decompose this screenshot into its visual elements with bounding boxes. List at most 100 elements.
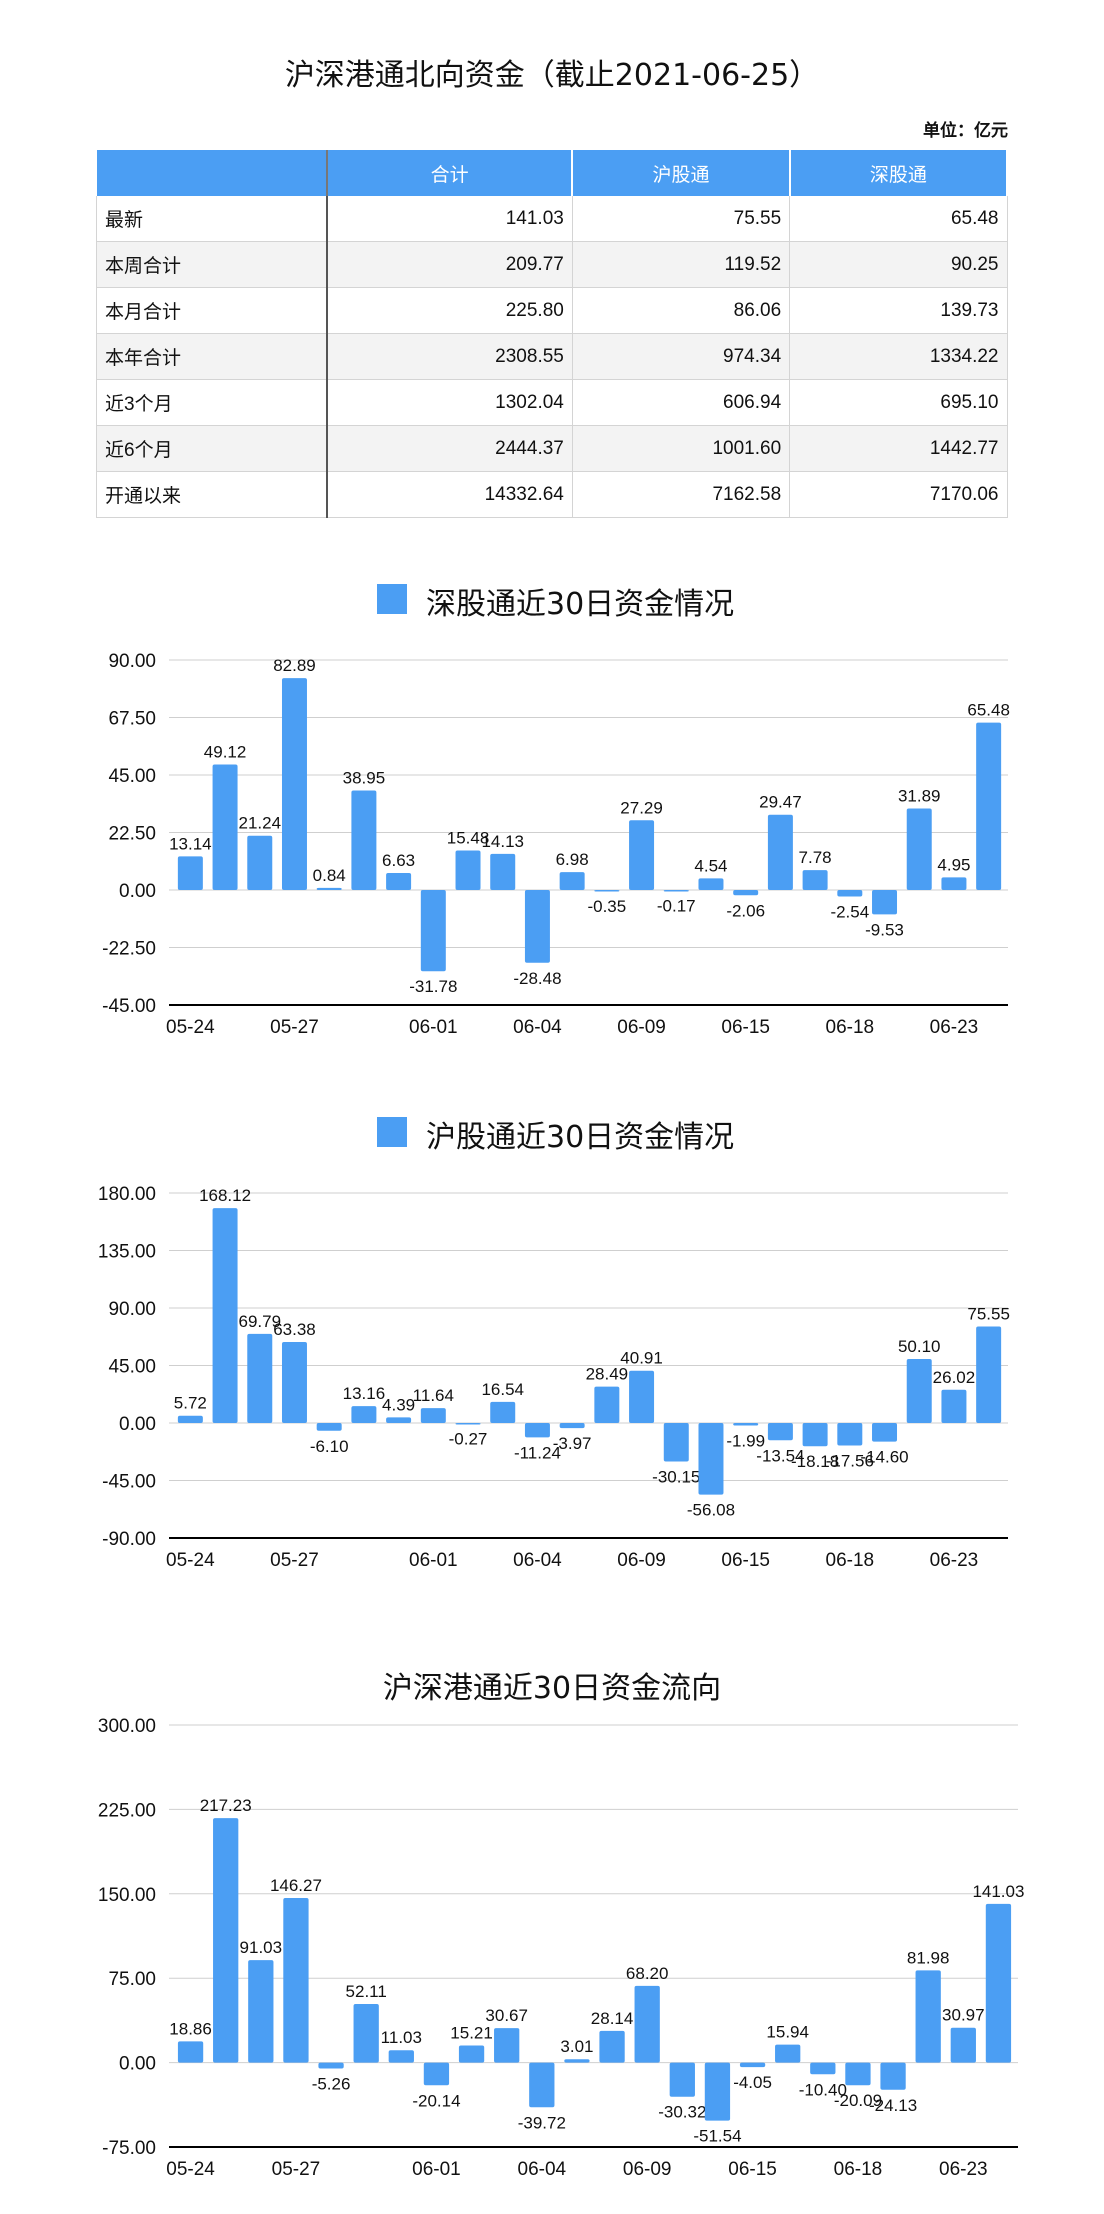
x-tick-label: 05-27 xyxy=(272,2159,321,2180)
data-label: -4.05 xyxy=(733,2073,772,2092)
bar xyxy=(559,1423,585,1429)
data-label: 141.03 xyxy=(972,1882,1024,1901)
bar xyxy=(698,878,724,890)
data-label: 75.55 xyxy=(967,1304,1010,1323)
row-label: 近3个月 xyxy=(96,379,328,426)
data-label: 15.94 xyxy=(766,2023,809,2042)
bar xyxy=(423,2062,450,2086)
data-label: 0.84 xyxy=(313,866,346,885)
table-row: 最新 141.03 75.55 65.48 xyxy=(96,196,1008,242)
data-label: 168.12 xyxy=(199,1186,251,1205)
cell-sh: 75.55 xyxy=(572,196,791,242)
chart-sh-northbound: -90.00 -45.00 0.00 45.00 90.00 135.00 180.00 5.… xyxy=(98,1184,1010,1571)
row-label: 本周合计 xyxy=(96,241,328,288)
data-label: -6.10 xyxy=(310,1437,349,1456)
data-label: 217.23 xyxy=(200,1796,252,1815)
cell-total: 2444.37 xyxy=(327,425,573,472)
cell-sh: 974.34 xyxy=(572,333,791,380)
bar xyxy=(810,2062,836,2075)
bar xyxy=(386,1417,412,1423)
bar xyxy=(386,873,412,890)
bar xyxy=(629,820,655,890)
data-label: 49.12 xyxy=(204,742,247,761)
y-tick-label: 0.00 xyxy=(119,1414,156,1435)
data-label: 6.98 xyxy=(556,850,589,869)
cell-sh: 119.52 xyxy=(572,241,791,288)
bar xyxy=(698,1423,724,1495)
bar xyxy=(316,887,342,890)
y-tick-label: 135.00 xyxy=(98,1242,156,1263)
x-tick-label: 06-18 xyxy=(834,2159,883,2180)
cell-sh: 606.94 xyxy=(572,379,791,426)
data-label: 6.63 xyxy=(382,851,415,870)
bar xyxy=(458,2045,485,2063)
bar xyxy=(733,890,759,896)
data-label: 13.16 xyxy=(343,1384,386,1403)
y-tick-label: -75.00 xyxy=(102,2138,156,2159)
bar xyxy=(281,1342,307,1423)
data-label: -0.17 xyxy=(657,896,696,915)
data-label: -13.54 xyxy=(756,1446,804,1465)
data-label: -31.78 xyxy=(409,977,457,996)
cell-sz: 695.10 xyxy=(789,379,1008,426)
row-label: 本月合计 xyxy=(96,287,328,334)
table-header-row: 合计 沪股通 深股通 xyxy=(96,150,1009,196)
data-label: -30.32 xyxy=(658,2103,706,2122)
x-tick-label: 06-15 xyxy=(721,1550,770,1571)
cell-total: 2308.55 xyxy=(327,333,573,380)
x-tick-label: 06-09 xyxy=(617,1017,666,1038)
bar xyxy=(872,1423,898,1442)
bar xyxy=(950,2027,976,2063)
data-label: 21.24 xyxy=(238,814,281,833)
data-label: -51.54 xyxy=(693,2127,741,2146)
x-tick-label: 06-01 xyxy=(409,1017,458,1038)
x-tick-label: 06-15 xyxy=(721,1017,770,1038)
bar xyxy=(880,2062,906,2090)
cell-total: 14332.64 xyxy=(327,471,573,518)
data-label: -18.18 xyxy=(791,1452,839,1471)
y-tick-label: -45.00 xyxy=(102,996,156,1017)
table-header-blank xyxy=(96,150,328,196)
y-tick-label: -90.00 xyxy=(102,1529,156,1550)
data-label: 13.14 xyxy=(169,834,212,853)
y-tick-label: 300.00 xyxy=(98,1716,156,1737)
data-label: -11.24 xyxy=(514,1443,561,1462)
row-label: 开通以来 xyxy=(96,471,328,518)
bar xyxy=(529,2062,555,2108)
y-tick-label: 45.00 xyxy=(108,766,156,787)
data-label: -3.97 xyxy=(553,1434,592,1453)
y-tick-label: 45.00 xyxy=(108,1357,156,1378)
bar xyxy=(564,2059,590,2063)
x-tick-label: 06-09 xyxy=(623,2159,672,2180)
table-row: 本周合计 209.77 119.52 90.25 xyxy=(96,241,1008,288)
table-header-sh: 沪股通 xyxy=(572,150,791,196)
data-label: 4.39 xyxy=(382,1395,415,1414)
cell-total: 209.77 xyxy=(327,241,573,288)
data-label: 68.20 xyxy=(626,1964,669,1983)
data-label: 81.98 xyxy=(907,1948,950,1967)
y-tick-label: 0.00 xyxy=(119,881,156,902)
bar xyxy=(985,1903,1012,2063)
y-tick-label: 225.00 xyxy=(98,1800,156,1821)
bar xyxy=(976,722,1002,890)
data-label: 38.95 xyxy=(343,768,386,787)
bar xyxy=(906,1358,932,1423)
data-label: 5.72 xyxy=(174,1394,207,1413)
data-label: 82.89 xyxy=(273,656,316,675)
data-label: -17.56 xyxy=(826,1451,874,1470)
y-tick-label: -45.00 xyxy=(102,1472,156,1493)
data-label: -2.06 xyxy=(726,901,765,920)
bar xyxy=(524,890,550,963)
data-label: 50.10 xyxy=(898,1337,941,1356)
bar xyxy=(318,2062,344,2069)
y-tick-label: 0.00 xyxy=(119,2054,156,2075)
data-label: 28.49 xyxy=(586,1365,629,1384)
x-tick-label: 06-09 xyxy=(617,1550,666,1571)
bar xyxy=(247,1333,273,1423)
table-row: 开通以来 14332.64 7162.58 7170.06 xyxy=(96,471,1008,518)
bar xyxy=(351,790,377,890)
data-label: -9.53 xyxy=(865,920,904,939)
x-tick-label: 05-24 xyxy=(166,1017,215,1038)
bar xyxy=(281,678,307,890)
bar xyxy=(177,2041,204,2063)
